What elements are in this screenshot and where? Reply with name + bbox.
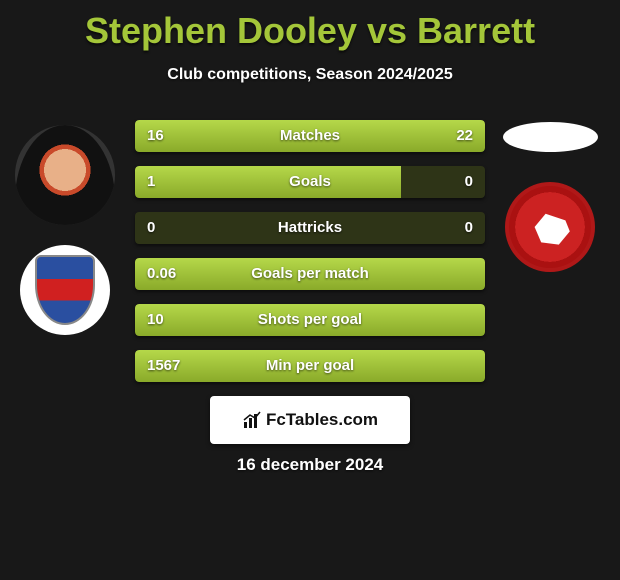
right-avatars xyxy=(500,122,600,272)
player1-photo xyxy=(15,125,115,225)
date-text: 16 december 2024 xyxy=(0,455,620,475)
crest-bird-icon xyxy=(528,205,572,249)
stat-row: 0.06Goals per match xyxy=(135,258,485,290)
stat-row: 10Goals xyxy=(135,166,485,198)
stat-label: Hattricks xyxy=(135,212,485,244)
source-text: FcTables.com xyxy=(266,410,378,430)
page-subtitle: Club competitions, Season 2024/2025 xyxy=(0,66,620,84)
player1-club-crest xyxy=(20,245,110,335)
stat-label: Matches xyxy=(135,120,485,152)
stat-row: 1567Min per goal xyxy=(135,350,485,382)
comparison-bars: 1622Matches 10Goals 00Hattricks 0.06Goals p… xyxy=(135,120,485,396)
stat-label: Shots per goal xyxy=(135,304,485,336)
left-avatars xyxy=(10,125,120,335)
stat-row: 1622Matches xyxy=(135,120,485,152)
stat-row: 00Hattricks xyxy=(135,212,485,244)
player1-avatar xyxy=(15,125,115,225)
stat-label: Min per goal xyxy=(135,350,485,382)
stat-label: Goals xyxy=(135,166,485,198)
player2-avatar xyxy=(503,122,598,152)
chart-icon xyxy=(242,410,262,430)
crest-shield-icon xyxy=(35,255,95,325)
stat-row: 10Shots per goal xyxy=(135,304,485,336)
source-badge: FcTables.com xyxy=(210,396,410,444)
stat-label: Goals per match xyxy=(135,258,485,290)
player2-club-crest xyxy=(505,182,595,272)
page-title: Stephen Dooley vs Barrett xyxy=(0,0,620,52)
